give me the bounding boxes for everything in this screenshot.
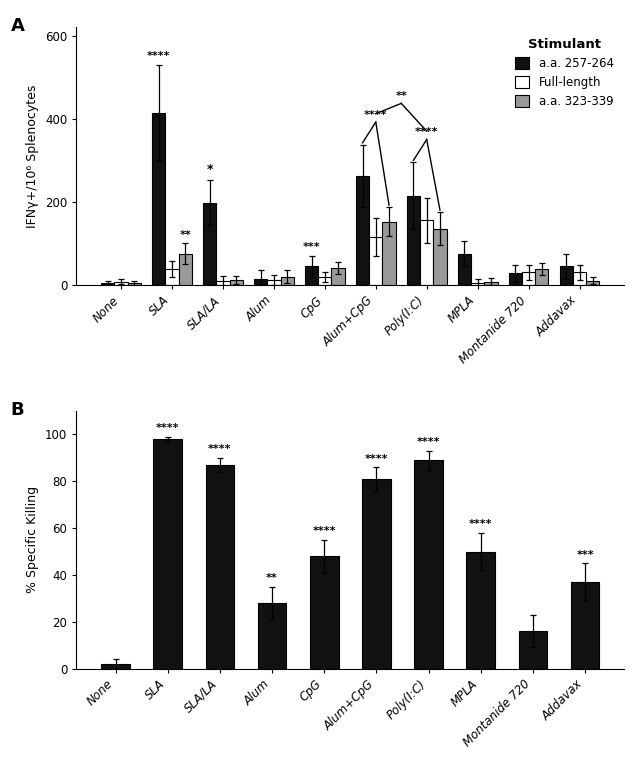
Bar: [254, 279, 267, 285]
Text: A: A: [10, 17, 24, 35]
Bar: [522, 273, 535, 285]
Bar: [305, 266, 318, 285]
Bar: [216, 280, 229, 285]
Bar: [258, 603, 287, 669]
Text: **: **: [179, 230, 191, 240]
Text: ****: ****: [417, 437, 440, 447]
Text: ****: ****: [208, 444, 231, 454]
Bar: [152, 113, 165, 285]
Bar: [356, 176, 369, 285]
Bar: [519, 631, 547, 669]
Bar: [570, 582, 599, 669]
Text: B: B: [10, 401, 24, 419]
Bar: [560, 266, 573, 285]
Text: ****: ****: [469, 519, 492, 529]
Bar: [420, 221, 433, 285]
Bar: [128, 283, 141, 285]
Y-axis label: % Specific Killing: % Specific Killing: [26, 486, 40, 594]
Bar: [331, 268, 345, 285]
Bar: [383, 221, 395, 285]
Bar: [206, 465, 234, 669]
Bar: [433, 229, 447, 285]
Bar: [153, 439, 182, 669]
Text: ****: ****: [156, 424, 179, 434]
Text: ****: ****: [415, 127, 438, 137]
Bar: [369, 237, 383, 285]
Bar: [573, 273, 586, 285]
Bar: [535, 269, 549, 285]
Bar: [509, 273, 522, 285]
Bar: [485, 282, 497, 285]
Bar: [267, 280, 281, 285]
Bar: [179, 254, 192, 285]
Bar: [101, 283, 115, 285]
Bar: [165, 269, 179, 285]
Text: ****: ****: [147, 51, 171, 61]
Y-axis label: IFNγ+/10⁶ Splenocytes: IFNγ+/10⁶ Splenocytes: [26, 84, 40, 228]
Bar: [203, 203, 216, 285]
Bar: [362, 479, 391, 669]
Bar: [101, 664, 130, 669]
Text: ****: ****: [365, 453, 388, 463]
Bar: [414, 460, 443, 669]
Bar: [586, 280, 599, 285]
Text: ***: ***: [576, 550, 594, 560]
Bar: [229, 280, 243, 285]
Bar: [318, 277, 331, 285]
Text: *: *: [206, 163, 213, 176]
Text: ****: ****: [364, 110, 388, 120]
Bar: [458, 254, 471, 285]
Bar: [471, 283, 485, 285]
Text: ***: ***: [303, 243, 320, 253]
Text: **: **: [266, 573, 278, 583]
Legend: a.a. 257-264, Full-length, a.a. 323-339: a.a. 257-264, Full-length, a.a. 323-339: [510, 33, 619, 113]
Bar: [310, 556, 338, 669]
Bar: [115, 282, 128, 285]
Bar: [407, 195, 420, 285]
Text: ****: ****: [312, 526, 336, 536]
Text: **: **: [395, 91, 407, 101]
Bar: [467, 552, 495, 669]
Bar: [281, 277, 294, 285]
